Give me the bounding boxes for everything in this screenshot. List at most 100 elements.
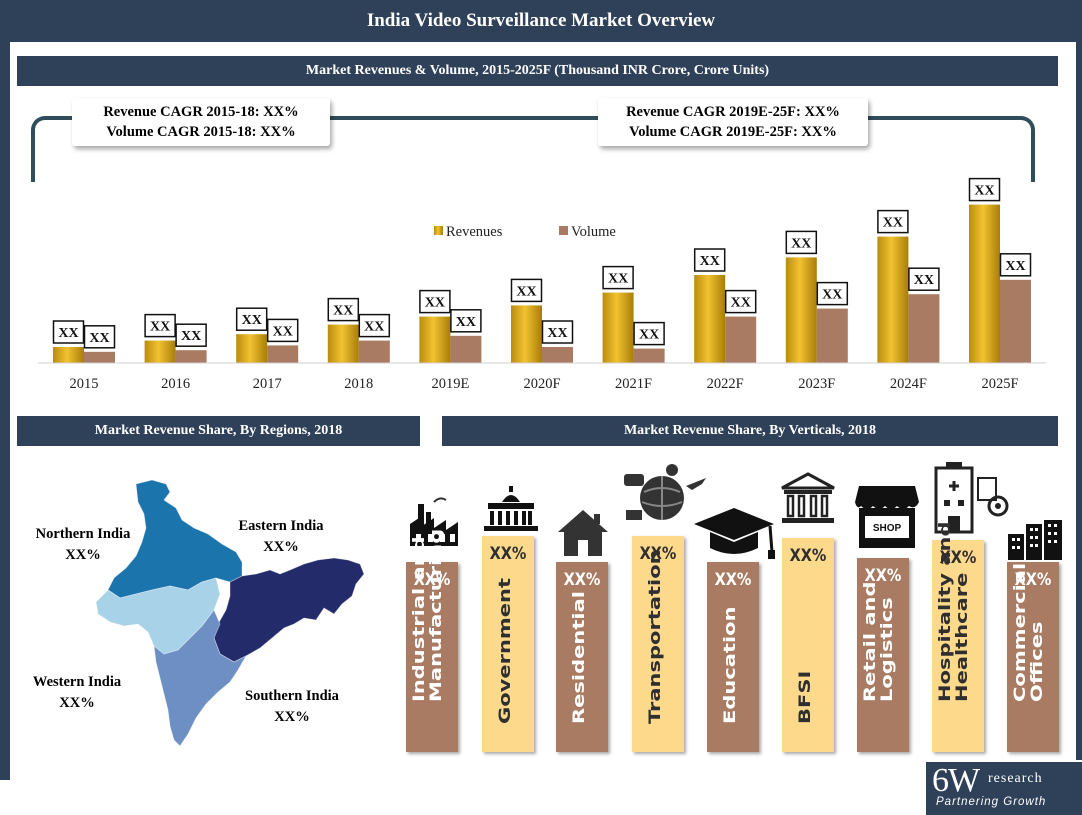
vertical-name-hospitality-and-healthcare: Hospitality and Healthcare — [935, 521, 972, 702]
vertical-name-residential: Residential — [569, 591, 588, 724]
region-value-western: XX% — [59, 695, 95, 711]
data-label-box-revenues-2020F — [510, 278, 543, 303]
shop-icon: SHOP — [855, 486, 919, 548]
vertical-bar-bfsi: XX% BFSI — [782, 538, 834, 752]
bar-revenues-2015 — [53, 347, 84, 363]
data-label-box-volume-2015 — [83, 325, 116, 349]
data-label-revenues-2023F: XX — [791, 236, 811, 251]
frame-left-border — [0, 0, 10, 780]
vertical-name-education: Education — [720, 606, 739, 724]
vertical-bar-retail-and-logistics: XX% Retail and Logistics — [857, 558, 909, 752]
cagr-box-left: Revenue CAGR 2015-18: XX% Volume CAGR 20… — [72, 98, 330, 146]
bar-volume-2016 — [175, 350, 207, 363]
cagr-left-revenue: Revenue CAGR 2015-18: XX% — [103, 104, 299, 120]
bar-revenues-2017 — [236, 334, 268, 363]
bar-revenues-2021F — [602, 292, 634, 363]
chart-legend: Revenues Volume — [434, 224, 616, 240]
bar-volume-2019E — [450, 335, 482, 363]
data-label-volume-2019E: XX — [456, 315, 476, 330]
legend-label-volume: Volume — [571, 224, 616, 240]
vertical-bar-commercial-offices: XX% Commercial Offices — [1007, 562, 1059, 752]
legend-label-revenues: Revenues — [446, 224, 503, 240]
legend-swatch-volume — [559, 226, 568, 235]
vertical-value-industrial-and-manufacturing: XX% — [413, 570, 451, 590]
data-label-box-revenues-2023F — [785, 230, 818, 255]
data-label-revenues-2017: XX — [242, 313, 262, 328]
data-label-revenues-2020F: XX — [516, 284, 536, 299]
map-region-southern — [153, 609, 248, 747]
bar-volume-2017 — [267, 345, 299, 363]
bar-volume-2023F — [816, 308, 848, 363]
bar-volume-2020F — [542, 347, 573, 363]
shop-sign-text: SHOP — [873, 523, 902, 534]
legend-swatch-revenues — [434, 226, 443, 235]
vertical-bar-hospitality-and-healthcare: XX% Hospitality and Healthcare — [932, 521, 984, 752]
vertical-name-bfsi: BFSI — [795, 670, 814, 724]
vertical-bar-education: XX% Education — [707, 562, 759, 752]
region-value-northern: XX% — [65, 547, 101, 563]
transportation-globe-icon — [624, 464, 706, 520]
bar-volume-2021F — [633, 348, 665, 363]
region-label-northern: Northern India XX% — [18, 524, 148, 566]
vertical-value-commercial-offices: XX% — [1014, 570, 1052, 590]
region-name-western: Western India — [32, 674, 122, 690]
data-label-box-revenues-2015 — [52, 320, 85, 344]
data-label-revenues-2022F: XX — [700, 254, 720, 269]
vertical-bar-industrial-and-manufacturing: XX% Industrial and Manufacturing — [406, 529, 458, 752]
data-label-volume-2021F: XX — [639, 328, 659, 343]
data-label-revenues-2018: XX — [333, 304, 353, 319]
region-name-southern: Southern India — [245, 688, 339, 704]
x-tick-label-2018: 2018 — [344, 376, 373, 392]
vertical-value-bfsi: XX% — [789, 546, 827, 566]
hospital-icon — [934, 462, 1009, 534]
graduation-cap-icon — [694, 508, 775, 559]
bank-icon — [781, 472, 835, 523]
vertical-value-government: XX% — [489, 544, 527, 564]
chart-section-title: Market Revenues & Volume, 2015-2025F (Th… — [17, 56, 1058, 86]
data-label-box-revenues-2018 — [327, 297, 360, 322]
vertical-bar-residential: XX% Residential — [556, 562, 608, 752]
data-label-revenues-2019E: XX — [425, 296, 445, 311]
revenue-volume-chart: Revenues Volume XX XX 2015 XX XX 2016 XX XX 2017… — [38, 177, 1046, 392]
x-tick-label-2019E: 2019E — [431, 376, 469, 392]
logo-main-text: 6W — [932, 762, 980, 799]
data-label-revenues-2015: XX — [58, 326, 78, 341]
bar-volume-2025F — [1000, 279, 1031, 363]
cagr-box-right: Revenue CAGR 2019E-25F: XX% Volume CAGR … — [598, 98, 868, 146]
bar-revenues-2016 — [144, 340, 176, 363]
data-label-box-volume-2017 — [266, 318, 299, 343]
vertical-bar-government: XX% Government — [482, 536, 534, 752]
data-label-volume-2024F: XX — [914, 273, 934, 288]
region-value-southern: XX% — [274, 709, 310, 725]
data-label-box-volume-2021F — [633, 321, 665, 346]
data-label-volume-2018: XX — [364, 320, 384, 335]
x-tick-label-2023F: 2023F — [798, 376, 835, 392]
vertical-value-transportation: XX% — [639, 544, 677, 564]
6wresearch-logo: 6W research Partnering Growth — [926, 762, 1082, 815]
data-label-box-revenues-2024F — [877, 209, 909, 234]
logo-sub-text: research — [988, 771, 1043, 786]
data-label-box-revenues-2019E — [419, 289, 451, 314]
bar-revenues-2020F — [511, 305, 542, 363]
data-label-volume-2025F: XX — [1005, 259, 1025, 274]
bar-volume-2015 — [84, 351, 115, 363]
cagr-right-volume: Volume CAGR 2019E-25F: XX% — [629, 124, 837, 140]
page-title: India Video Surveillance Market Overview — [0, 0, 1082, 42]
factory-icon — [410, 497, 458, 546]
office-buildings-icon — [1008, 520, 1062, 560]
data-label-box-revenues-2025F — [968, 177, 1001, 202]
x-tick-label-2017: 2017 — [253, 376, 282, 392]
bar-revenues-2025F — [969, 204, 1000, 363]
x-tick-label-2020F: 2020F — [523, 376, 560, 392]
data-label-revenues-2024F: XX — [883, 216, 903, 231]
house-icon — [558, 510, 608, 556]
region-value-eastern: XX% — [263, 539, 299, 555]
x-tick-label-2016: 2016 — [161, 376, 190, 392]
region-label-eastern: Eastern India XX% — [218, 516, 344, 558]
data-label-revenues-2016: XX — [150, 320, 170, 335]
logo-tagline: Partnering Growth — [936, 796, 1047, 808]
data-label-revenues-2025F: XX — [974, 184, 994, 199]
x-tick-label-2022F: 2022F — [707, 376, 744, 392]
india-map — [95, 479, 365, 747]
data-label-box-volume-2018 — [358, 313, 391, 338]
